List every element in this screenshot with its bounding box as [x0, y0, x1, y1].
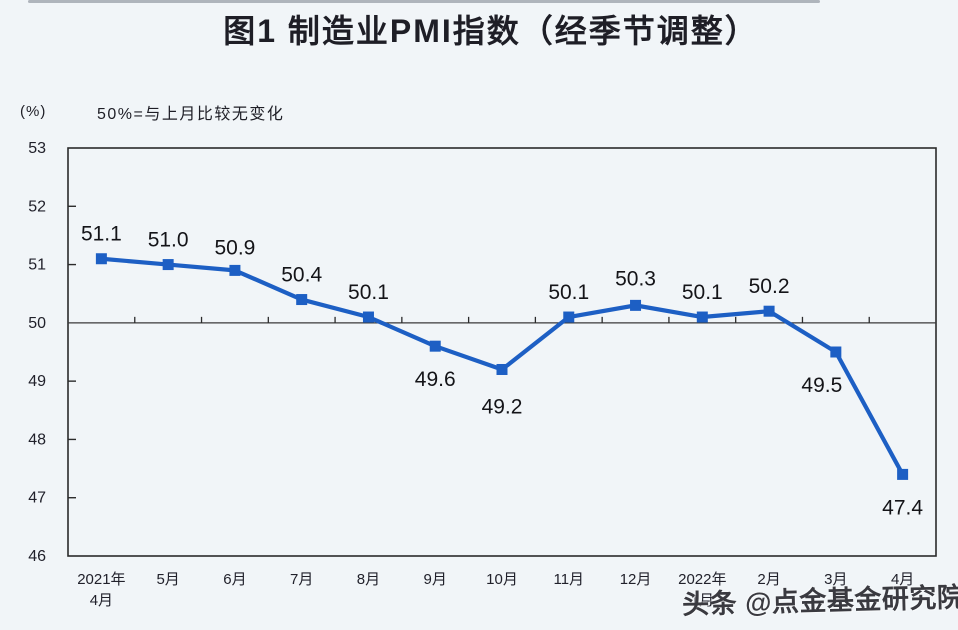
data-point-marker: [897, 468, 909, 480]
data-point-label: 50.1: [548, 281, 589, 304]
y-axis-tick-label: 52: [28, 198, 46, 215]
data-point-marker: [830, 346, 842, 358]
data-point-marker: [362, 311, 374, 323]
data-point-marker: [630, 299, 642, 311]
x-axis-label: 6月: [223, 571, 246, 588]
y-axis-tick-label: 51: [28, 257, 46, 274]
data-point-label: 50.3: [615, 267, 656, 290]
y-axis-tick-label: 46: [28, 548, 46, 565]
x-axis-label: 3月: [824, 571, 847, 588]
plot-frame: [67, 147, 937, 557]
data-point-marker: [563, 311, 575, 323]
data-point-label: 51.1: [81, 223, 122, 246]
x-axis-label: 2021年: [77, 571, 125, 588]
data-point-marker: [696, 311, 708, 323]
data-point-label: 49.5: [801, 374, 842, 397]
data-point-marker: [296, 294, 308, 306]
data-point-marker: [496, 363, 508, 375]
x-axis-label: 8月: [357, 571, 380, 588]
x-axis-label: 12月: [620, 571, 652, 588]
x-axis-label: 10月: [486, 571, 518, 588]
data-point-marker: [763, 305, 775, 317]
data-point-label: 49.2: [482, 395, 523, 418]
x-axis-label: 2月: [757, 571, 780, 588]
data-point-marker: [95, 253, 107, 265]
data-point-label: 47.4: [882, 496, 923, 519]
data-point-label: 50.2: [749, 275, 790, 298]
data-point-marker: [229, 264, 241, 276]
x-axis-label: 7月: [290, 571, 313, 588]
y-axis-unit-label: (%): [20, 103, 47, 120]
x-axis-label: 5月: [156, 571, 179, 588]
data-point-label: 50.1: [682, 281, 723, 304]
y-axis-tick-label: 53: [28, 140, 46, 157]
reference-line-note: 50%=与上月比较无变化: [97, 106, 285, 123]
x-axis-label: 4月: [90, 592, 113, 609]
watermark: 头条 @点金基金研究院: [681, 582, 958, 620]
data-point-label: 50.4: [281, 264, 322, 287]
data-point-label: 49.6: [415, 368, 456, 391]
chart-title: 图1 制造业PMI指数（经季节调整）: [223, 13, 759, 49]
x-axis-label: 1月: [691, 592, 714, 609]
data-point-marker: [162, 259, 174, 271]
x-axis-label: 4月: [891, 571, 914, 588]
x-axis-label: 11月: [553, 571, 584, 588]
x-axis-label: 2022年: [678, 571, 726, 588]
x-axis-label: 9月: [424, 571, 447, 588]
y-axis-tick-label: 48: [28, 431, 46, 448]
y-axis-tick-label: 49: [28, 373, 46, 390]
data-point-label: 51.0: [148, 229, 189, 252]
data-point-label: 50.1: [348, 281, 389, 304]
data-point-label: 50.9: [214, 236, 255, 259]
data-point-marker: [429, 340, 441, 352]
y-axis-tick-label: 47: [28, 490, 46, 507]
y-axis-tick-label: 50: [28, 315, 46, 332]
top-edge-artifact: [28, 0, 820, 3]
